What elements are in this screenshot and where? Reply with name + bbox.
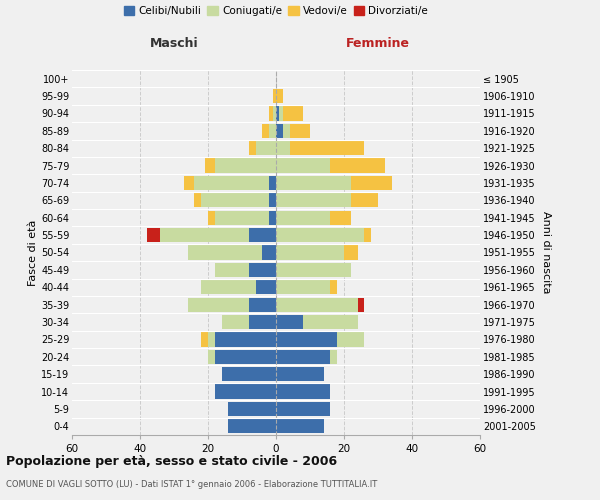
Text: Popolazione per età, sesso e stato civile - 2006: Popolazione per età, sesso e stato civil… <box>6 455 337 468</box>
Bar <box>276 263 351 277</box>
Bar <box>229 419 276 434</box>
Bar <box>221 367 276 382</box>
Bar <box>188 246 262 260</box>
Bar <box>205 158 215 172</box>
Text: Femmine: Femmine <box>346 37 410 50</box>
Bar <box>276 106 280 120</box>
Bar <box>276 176 351 190</box>
Bar <box>276 246 344 260</box>
Bar <box>276 280 331 294</box>
Bar <box>276 141 290 156</box>
Bar <box>276 89 283 103</box>
Bar <box>184 176 194 190</box>
Legend: Celibi/Nubili, Coniugati/e, Vedovi/e, Divorziati/e: Celibi/Nubili, Coniugati/e, Vedovi/e, Di… <box>119 2 433 21</box>
Bar <box>201 280 256 294</box>
Bar <box>272 106 276 120</box>
Bar <box>160 228 249 242</box>
Bar <box>276 228 364 242</box>
Y-axis label: Anni di nascita: Anni di nascita <box>541 211 551 294</box>
Text: COMUNE DI VAGLI SOTTO (LU) - Dati ISTAT 1° gennaio 2006 - Elaborazione TUTTITALI: COMUNE DI VAGLI SOTTO (LU) - Dati ISTAT … <box>6 480 377 489</box>
Bar <box>276 193 351 208</box>
Bar <box>188 298 249 312</box>
Bar <box>215 332 276 346</box>
Bar <box>215 350 276 364</box>
Bar <box>272 89 276 103</box>
Bar <box>262 246 276 260</box>
Bar <box>249 315 276 329</box>
Bar <box>215 158 276 172</box>
Bar <box>201 332 208 346</box>
Bar <box>331 158 385 172</box>
Bar <box>290 124 310 138</box>
Text: Maschi: Maschi <box>149 37 199 50</box>
Bar <box>276 402 331 416</box>
Bar <box>276 124 283 138</box>
Bar <box>358 298 364 312</box>
Bar <box>249 228 276 242</box>
Bar <box>215 210 269 225</box>
Bar <box>215 263 249 277</box>
Bar <box>344 246 358 260</box>
Bar <box>147 228 160 242</box>
Bar <box>351 176 392 190</box>
Bar <box>283 106 303 120</box>
Bar <box>269 193 276 208</box>
Bar <box>276 158 331 172</box>
Bar <box>208 210 215 225</box>
Bar <box>276 315 303 329</box>
Bar <box>351 193 378 208</box>
Bar <box>249 141 256 156</box>
Bar <box>364 228 371 242</box>
Bar <box>276 332 337 346</box>
Bar <box>221 315 249 329</box>
Bar <box>229 402 276 416</box>
Bar <box>249 298 276 312</box>
Bar <box>331 210 351 225</box>
Bar <box>194 176 269 190</box>
Bar <box>276 298 358 312</box>
Bar <box>194 193 201 208</box>
Bar <box>262 124 269 138</box>
Bar <box>256 280 276 294</box>
Bar <box>276 350 331 364</box>
Bar <box>280 106 283 120</box>
Bar <box>276 384 331 398</box>
Bar <box>283 124 290 138</box>
Bar <box>269 176 276 190</box>
Bar <box>276 419 323 434</box>
Bar <box>208 350 215 364</box>
Bar <box>331 280 337 294</box>
Bar <box>331 350 337 364</box>
Bar <box>337 332 364 346</box>
Bar <box>276 210 331 225</box>
Bar <box>276 367 323 382</box>
Bar <box>269 106 272 120</box>
Bar <box>208 332 215 346</box>
Bar <box>290 141 364 156</box>
Bar <box>303 315 358 329</box>
Bar <box>269 124 276 138</box>
Y-axis label: Fasce di età: Fasce di età <box>28 220 38 286</box>
Bar <box>256 141 276 156</box>
Bar <box>215 384 276 398</box>
Bar <box>269 210 276 225</box>
Bar <box>201 193 269 208</box>
Bar <box>249 263 276 277</box>
